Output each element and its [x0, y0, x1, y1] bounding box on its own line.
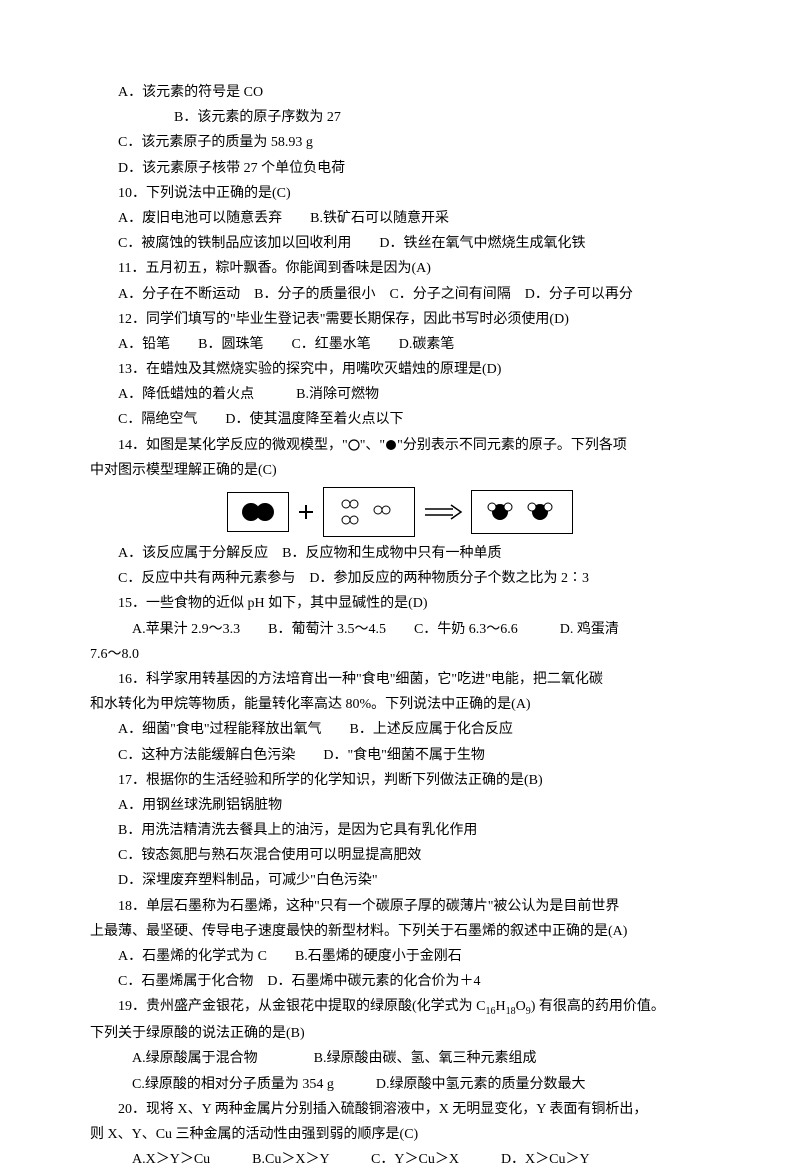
- formula-o: O: [516, 999, 526, 1014]
- q15-opts-2: 7.6～8.0: [90, 642, 710, 667]
- q9-opt-c: C．该元素原子的质量为 58.93 g: [90, 130, 710, 155]
- q14-stem-c: "分别表示不同元素的原子。下列各项: [397, 438, 627, 453]
- q16-stem-1: 16．科学家用转基因的方法培育出一种"食电"细菌，它"吃进"电能，把二氧化碳: [90, 667, 710, 692]
- q13-stem: 13．在蜡烛及其燃烧实验的探究中，用嘴吹灭蜡烛的原理是(D): [90, 357, 710, 382]
- q20-stem-1: 20．现将 X、Y 两种金属片分别插入硫酸铜溶液中，X 无明显变化，Y 表面有铜…: [90, 1097, 710, 1122]
- plus-icon: [297, 503, 315, 521]
- q9-opt-d: D．该元素原子核带 27 个单位负电荷: [90, 156, 710, 181]
- q10-stem: 10．下列说法中正确的是(C): [90, 181, 710, 206]
- document-body: A．该元素的符号是 CO B．该元素的原子序数为 27 C．该元素原子的质量为 …: [90, 80, 710, 1172]
- q20-opts: A.X＞Y＞Cu B.Cu＞X＞Y C．Y＞Cu＞X D．X＞Cu＞Y: [90, 1147, 710, 1172]
- q18-stem-1: 18．单层石墨称为石墨烯，这种"只有一个碳原子厚的碳薄片"被公认为是目前世界: [90, 894, 710, 919]
- q16-opt-c: C．这种方法能缓解白色污染 D．"食电"细菌不属于生物: [90, 743, 710, 768]
- q19-stem-2: 下列关于绿原酸的说法正确的是(B): [90, 1021, 710, 1046]
- q11-opts: A．分子在不断运动 B．分子的质量很小 C．分子之间有间隔 D．分子可以再分: [90, 282, 710, 307]
- formula-sub-16: 16: [486, 1006, 496, 1017]
- solid-atom-icon: [385, 439, 397, 451]
- q19-opt-a: A.绿原酸属于混合物 B.绿原酸由碳、氢、氧三种元素组成: [90, 1046, 710, 1071]
- q9-opt-a: A．该元素的符号是 CO: [90, 80, 710, 105]
- q12-stem: 12．同学们填写的"毕业生登记表"需要长期保存，因此书写时必须使用(D): [90, 307, 710, 332]
- q20-stem-2: 则 X、Y、Cu 三种金属的活动性由强到弱的顺序是(C): [90, 1122, 710, 1147]
- q11-stem: 11．五月初五，粽叶飘香。你能闻到香味是因为(A): [90, 256, 710, 281]
- q17-stem: 17．根据你的生活经验和所学的化学知识，判断下列做法正确的是(B): [90, 768, 710, 793]
- molecules-hollow-icon: [334, 494, 404, 530]
- formula-sub-18: 18: [506, 1006, 516, 1017]
- q14-stem-line1: 14．如图是某化学反应的微观模型，" "、" "分别表示不同元素的原子。下列各项: [90, 433, 710, 458]
- q13-opt-a: A．降低蜡烛的着火点 B.消除可燃物: [90, 382, 710, 407]
- q14-stem-b: "、": [360, 438, 385, 453]
- q19-stem-1a: 19．贵州盛产金银花，从金银花中提取的绿原酸(化学式为 C: [118, 999, 486, 1014]
- hollow-atom-icon: [348, 439, 360, 451]
- q17-opt-a: A．用钢丝球洗刷铝锅脏物: [90, 793, 710, 818]
- q10-opt-c: C．被腐蚀的铁制品应该加以回收利用 D．铁丝在氧气中燃烧生成氧化铁: [90, 231, 710, 256]
- q18-opt-c: C．石墨烯属于化合物 D．石墨烯中碳元素的化合价为＋4: [90, 969, 710, 994]
- q15-opts-1: A.苹果汁 2.9～3.3 B．葡萄汁 3.5～4.5 C．牛奶 6.3～6.6…: [90, 617, 710, 642]
- q14-opt-c: C．反应中共有两种元素参与 D．参加反应的两种物质分子个数之比为 2∶3: [90, 566, 710, 591]
- q17-opt-b: B．用洗洁精清洗去餐具上的油污，是因为它具有乳化作用: [90, 818, 710, 843]
- q18-stem-2: 上最薄、最坚硬、传导电子速度最快的新型材料。下列关于石墨烯的叙述中正确的是(A): [90, 919, 710, 944]
- q19-opt-c: C.绿原酸的相对分子质量为 354 g D.绿原酸中氢元素的质量分数最大: [90, 1072, 710, 1097]
- q14-stem-a: 14．如图是某化学反应的微观模型，": [118, 438, 348, 453]
- reactant-box-2: [323, 487, 415, 537]
- q17-opt-d: D．深埋废弃塑料制品，可减少"白色污染": [90, 868, 710, 893]
- molecule-diatomic-solid-icon: [238, 499, 278, 525]
- q19-stem-1b: ) 有很高的药用价值。: [531, 999, 665, 1014]
- product-molecules-icon: [482, 497, 562, 527]
- q16-opt-a: A．细菌"食电"过程能释放出氧气 B．上述反应属于化合反应: [90, 717, 710, 742]
- q9-opt-b: B．该元素的原子序数为 27: [90, 105, 710, 130]
- q19-stem-1: 19．贵州盛产金银花，从金银花中提取的绿原酸(化学式为 C16H18O9) 有很…: [90, 994, 710, 1021]
- q13-opt-c: C．隔绝空气 D．使其温度降至着火点以下: [90, 407, 710, 432]
- q14-stem-line2: 中对图示模型理解正确的是(C): [90, 458, 710, 483]
- formula-h: H: [496, 999, 506, 1014]
- q14-reaction-diagram: [90, 487, 710, 537]
- q10-opt-a: A．废旧电池可以随意丢弃 B.铁矿石可以随意开采: [90, 206, 710, 231]
- q17-opt-c: C．铵态氮肥与熟石灰混合使用可以明显提高肥效: [90, 843, 710, 868]
- q15-stem: 15．一些食物的近似 pH 如下，其中显碱性的是(D): [90, 591, 710, 616]
- arrow-right-icon: [423, 503, 463, 521]
- q14-opt-a: A．该反应属于分解反应 B．反应物和生成物中只有一种单质: [90, 541, 710, 566]
- q16-stem-2: 和水转化为甲烷等物质，能量转化率高达 80%。下列说法中正确的是(A): [90, 692, 710, 717]
- reactant-box-1: [227, 492, 289, 532]
- product-box: [471, 490, 573, 534]
- q12-opts: A．铅笔 B．圆珠笔 C．红墨水笔 D.碳素笔: [90, 332, 710, 357]
- q18-opt-a: A．石墨烯的化学式为 C B.石墨烯的硬度小于金刚石: [90, 944, 710, 969]
